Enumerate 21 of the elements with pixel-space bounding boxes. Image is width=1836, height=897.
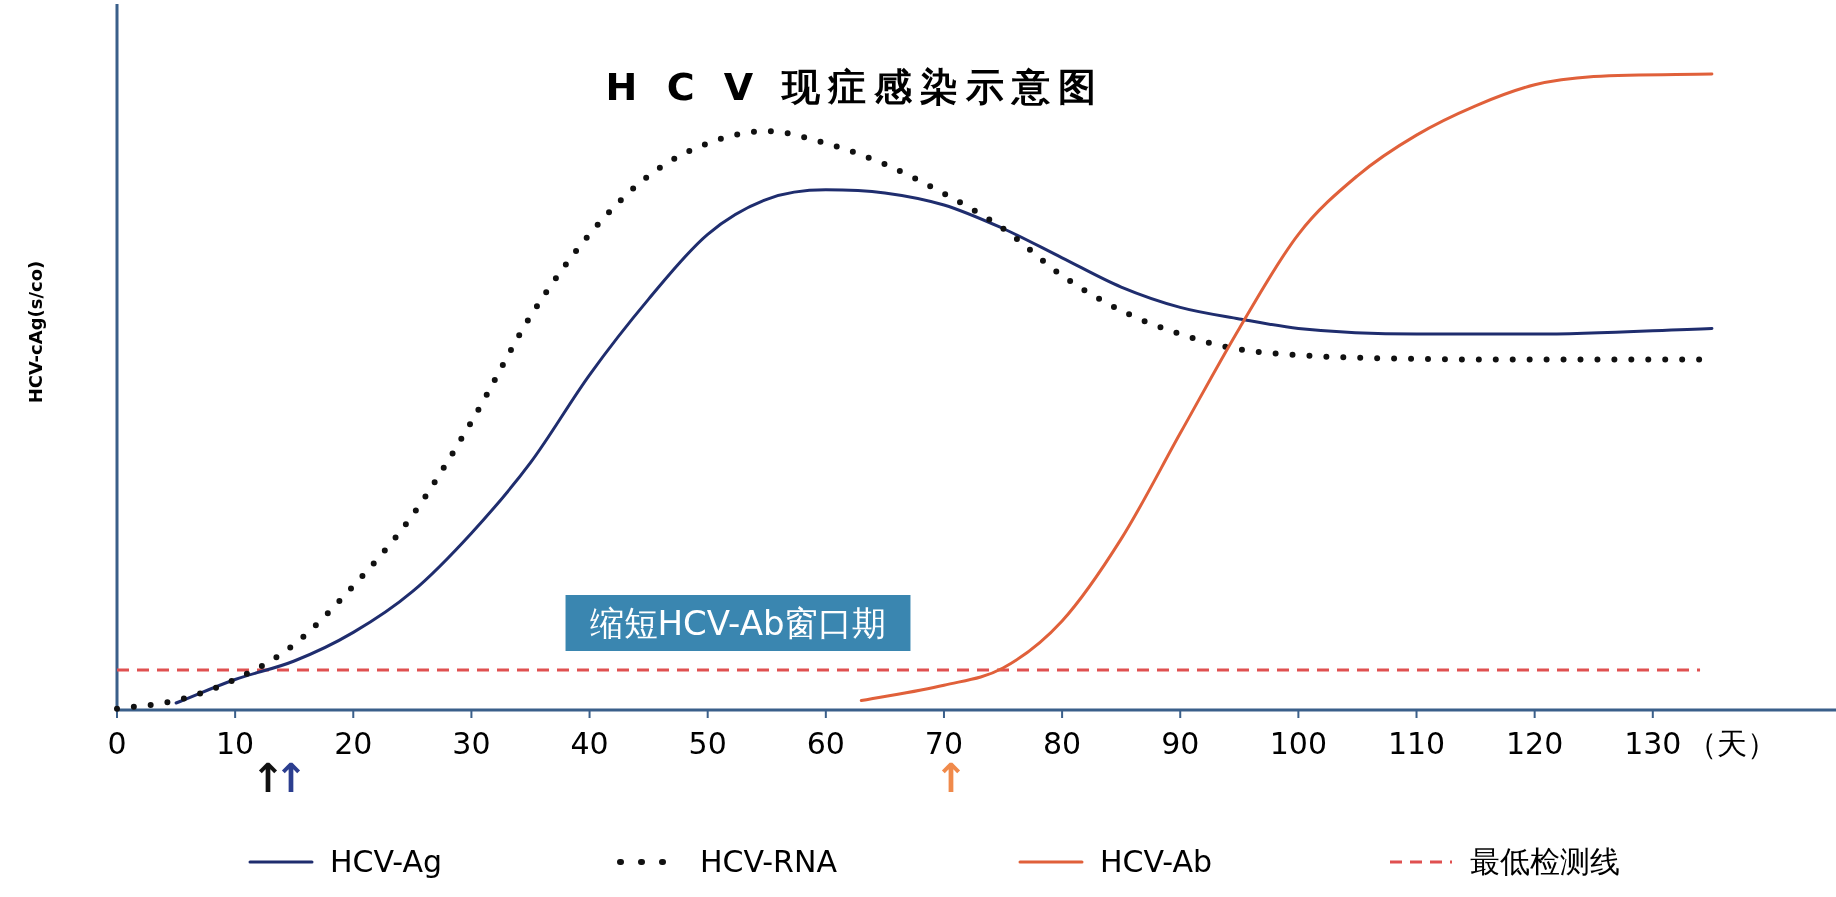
x-tick-label: 10 xyxy=(216,726,255,761)
x-tick-label: 30 xyxy=(452,726,491,761)
x-tick-label: 120 xyxy=(1506,726,1564,761)
legend-label: HCV-Ag xyxy=(330,844,443,879)
legend-label: 最低检测线 xyxy=(1470,844,1620,879)
x-tick-label: 80 xyxy=(1043,726,1082,761)
x-tick-label: 0 xyxy=(107,726,127,761)
x-tick-label: 90 xyxy=(1161,726,1200,761)
x-axis-title: （天） xyxy=(1686,726,1777,761)
annotation: 缩短HCV-Ab窗口期 xyxy=(589,603,887,643)
chart-title: H C V 现症感染示意图 xyxy=(605,65,1105,109)
x-tick-label: 130 xyxy=(1624,726,1682,761)
x-tick-label: 60 xyxy=(806,726,845,761)
legend-label: HCV-RNA xyxy=(700,844,838,879)
legend-label: HCV-Ab xyxy=(1100,844,1213,879)
x-tick-label: 110 xyxy=(1387,726,1446,761)
x-tick-label: 50 xyxy=(688,726,727,761)
x-tick-label: 20 xyxy=(334,726,373,761)
x-tick-label: 40 xyxy=(570,726,609,761)
x-tick-label: 100 xyxy=(1269,726,1328,761)
y-axis-title: HCV-cAg(s/co) xyxy=(25,260,46,404)
